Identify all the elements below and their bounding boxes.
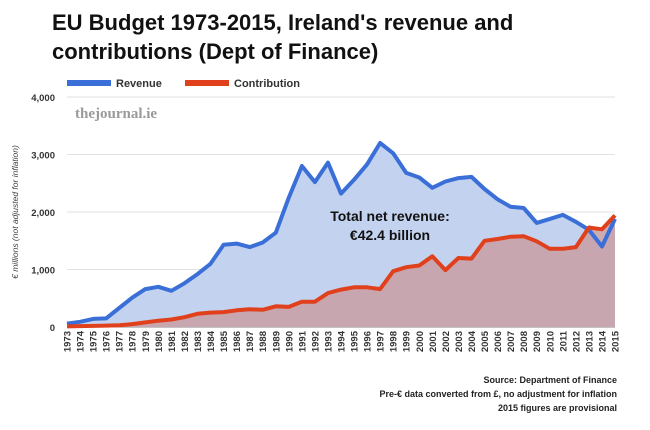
y-tick-label: 0 xyxy=(50,323,55,334)
x-tick-label: 1991 xyxy=(297,330,308,352)
x-tick-label: 2004 xyxy=(467,330,478,352)
footnote-source: Source: Department of Finance xyxy=(483,375,617,385)
x-tick-label: 2002 xyxy=(441,331,452,352)
x-tick-label: 1979 xyxy=(141,331,152,352)
x-tick-label: 1997 xyxy=(376,331,387,352)
x-tick-label: 1986 xyxy=(232,331,243,352)
x-tick-label: 2003 xyxy=(454,331,465,352)
legend-swatch-revenue xyxy=(67,80,111,86)
footnote-conversion: Pre-€ data converted from £, no adjustme… xyxy=(379,389,617,399)
area-contribution xyxy=(67,215,615,327)
legend-label-contribution: Contribution xyxy=(234,78,300,90)
x-tick-label: 1993 xyxy=(323,331,334,352)
x-tick-label: 1978 xyxy=(128,331,139,352)
x-tick-label: 2005 xyxy=(480,330,491,352)
x-tick-label: 2011 xyxy=(558,330,569,351)
x-tick-label: 1990 xyxy=(284,331,295,352)
x-tick-label: 2007 xyxy=(506,331,517,352)
x-tick-label: 1984 xyxy=(206,330,217,352)
y-tick-label: 4,000 xyxy=(31,93,55,104)
x-tick-label: 2015 xyxy=(611,330,622,352)
x-tick-label: 2013 xyxy=(584,331,595,352)
x-tick-label: 1989 xyxy=(271,331,282,352)
x-tick-label: 1980 xyxy=(154,331,165,352)
x-tick-label: 2012 xyxy=(571,331,582,352)
y-tick-label: 2,000 xyxy=(31,208,55,219)
x-tick-label: 2014 xyxy=(597,330,608,352)
x-tick-label: 2000 xyxy=(415,331,426,352)
x-tick-label: 1977 xyxy=(115,331,126,352)
annotation-line-2: €42.4 billion xyxy=(350,227,430,243)
x-tick-label: 1985 xyxy=(219,330,230,352)
annotation-line-1: Total net revenue: xyxy=(330,208,450,224)
y-tick-label: 3,000 xyxy=(31,151,55,162)
x-tick-label: 2006 xyxy=(493,331,504,352)
x-tick-label: 2008 xyxy=(519,331,530,352)
y-tick-label: 1,000 xyxy=(31,266,55,277)
x-tick-label: 2001 xyxy=(428,330,439,352)
x-tick-label: 2010 xyxy=(545,331,556,352)
x-tick-label: 1996 xyxy=(363,331,374,352)
x-tick-label: 1995 xyxy=(350,330,361,352)
x-tick-label: 1987 xyxy=(245,331,256,352)
watermark: thejournal.ie xyxy=(75,106,157,122)
legend: Revenue Contribution xyxy=(67,78,300,90)
x-tick-label: 1983 xyxy=(193,331,204,352)
x-tick-label: 1999 xyxy=(402,331,413,352)
footnote-provisional: 2015 figures are provisional xyxy=(497,403,617,413)
x-tick-label: 1974 xyxy=(76,330,87,352)
x-tick-label: 1988 xyxy=(258,331,269,352)
legend-label-revenue: Revenue xyxy=(116,78,162,90)
x-tick-label: 1994 xyxy=(337,330,348,352)
x-tick-label: 2009 xyxy=(532,331,543,352)
x-tick-label: 1973 xyxy=(63,331,74,352)
x-tick-label: 1976 xyxy=(102,331,113,352)
legend-swatch-contribution xyxy=(185,80,229,86)
chart-title: EU Budget 1973-2015, Ireland's revenue a… xyxy=(52,10,514,64)
x-tick-label: 1992 xyxy=(310,331,321,352)
y-axis-label: € millions (not adjusted for inflation) xyxy=(10,145,20,279)
x-tick-label: 1982 xyxy=(180,331,191,352)
x-tick-label: 1975 xyxy=(89,330,100,352)
x-tick-label: 1998 xyxy=(389,331,400,352)
x-tick-label: 1981 xyxy=(167,330,178,352)
